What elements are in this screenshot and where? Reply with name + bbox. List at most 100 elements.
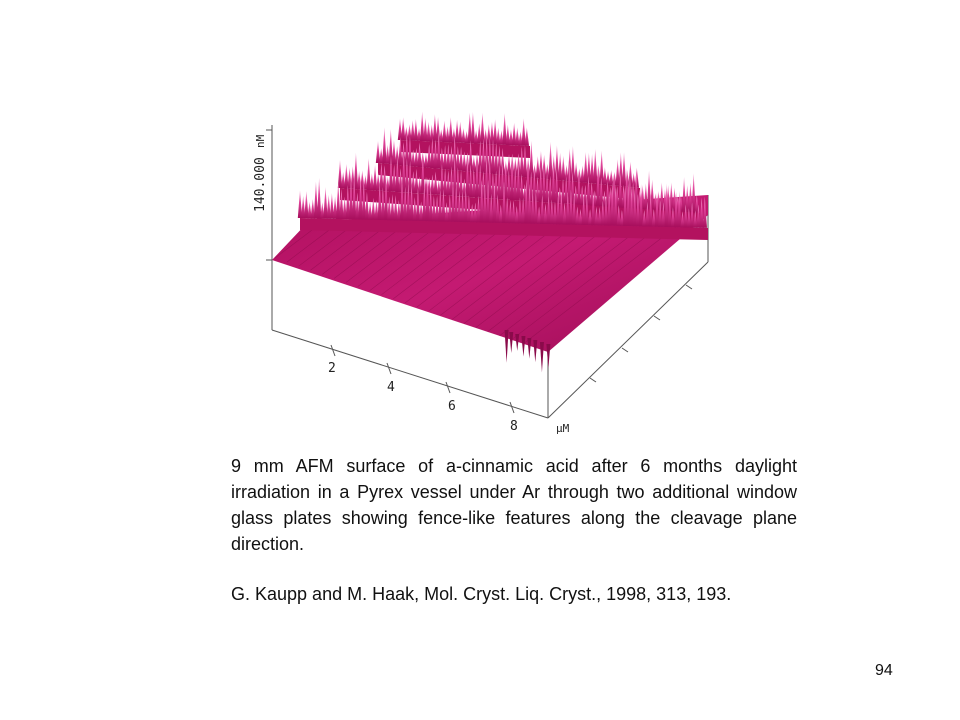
surface-spike — [439, 129, 444, 142]
surface-spike — [694, 195, 700, 213]
surface-spike — [609, 169, 614, 186]
surface-spike — [646, 170, 652, 210]
surface-spike — [442, 145, 448, 170]
surface-spike — [548, 141, 553, 180]
surface-spike — [323, 187, 328, 219]
surface-spike — [345, 185, 351, 220]
surface-spike — [436, 131, 441, 169]
surface-spike — [511, 122, 517, 146]
surface-spike — [664, 183, 669, 227]
surface-spike — [594, 206, 599, 226]
surface-spike — [635, 193, 641, 227]
surface-spike — [516, 153, 521, 177]
surface-spike — [448, 117, 453, 143]
surface-spike — [589, 153, 595, 184]
surface-spike — [642, 210, 647, 227]
surface-spike — [423, 153, 429, 168]
surface-spike — [554, 168, 559, 204]
surface-spike — [521, 118, 526, 146]
surface-spike — [519, 173, 524, 201]
surface-spike — [599, 150, 604, 185]
surface-spike — [406, 181, 411, 221]
surface-spike — [473, 129, 479, 144]
surface-spike — [546, 344, 551, 369]
surface-spike — [618, 172, 623, 208]
surface-spike — [366, 158, 371, 190]
surface-spike — [681, 176, 687, 212]
surface-spike — [691, 173, 696, 213]
surface-spike — [435, 116, 441, 142]
surface-spike — [412, 196, 417, 221]
surface-spike — [385, 144, 390, 164]
page-number: 94 — [875, 662, 893, 679]
reference-citation: G. Kaupp and M. Haak, Mol. Cryst. Liq. C… — [231, 584, 732, 604]
surface-spike — [399, 177, 405, 221]
surface-spike — [515, 334, 520, 351]
surface-spike — [364, 191, 370, 220]
surface-spike — [409, 184, 414, 221]
surface-spike — [532, 164, 537, 178]
surface-spike — [342, 196, 347, 220]
surface-spike — [458, 170, 464, 197]
surface-spike — [597, 207, 602, 226]
surface-spike — [535, 156, 540, 179]
surface-spike — [551, 164, 556, 203]
surface-spike — [380, 187, 386, 221]
surface-spike — [468, 164, 473, 198]
surface-spike — [602, 190, 607, 207]
surface-spike — [538, 150, 544, 179]
surface-spike — [527, 338, 532, 359]
surface-spike — [570, 171, 575, 205]
surface-spike — [411, 171, 416, 194]
surface-spike — [551, 155, 556, 180]
surface-spike — [458, 121, 463, 143]
surface-spike — [562, 202, 567, 225]
surface-spike — [474, 158, 480, 198]
surface-spike — [539, 342, 544, 373]
surface-spike — [661, 202, 666, 227]
surface-spike — [559, 192, 564, 225]
surface-spike — [632, 188, 637, 227]
surface-spike — [446, 144, 451, 170]
surface-spike — [503, 159, 508, 200]
surface-spike — [463, 188, 468, 223]
surface-spike — [414, 147, 419, 167]
surface-spike — [508, 200, 513, 224]
surface-spike — [543, 203, 548, 225]
surface-spike — [493, 170, 499, 199]
surface-spike — [339, 188, 344, 220]
surface-spike — [449, 166, 454, 196]
surface-spike — [509, 332, 514, 354]
surface-spike — [414, 168, 419, 194]
surface-spike — [417, 176, 422, 194]
surface-spike — [457, 190, 462, 222]
surface-spike — [560, 178, 566, 204]
surface-spike — [482, 184, 488, 223]
surface-spike — [358, 176, 363, 220]
surface-spike — [397, 118, 403, 140]
surface-spike — [549, 199, 555, 225]
surface-spike — [651, 209, 657, 227]
surface-spike — [385, 176, 390, 192]
surface-spike — [618, 152, 624, 187]
surface-spike — [524, 179, 529, 224]
surface-spike — [520, 197, 526, 224]
surface-spike — [605, 170, 611, 185]
x-tick-label: 4 — [387, 380, 395, 395]
surface-spike — [521, 336, 526, 357]
surface-spike — [545, 163, 550, 180]
surface-spike — [628, 161, 633, 188]
surface-spike — [702, 196, 708, 228]
surface-spike — [570, 146, 576, 182]
surface-spike — [657, 200, 663, 227]
surface-spike — [573, 162, 579, 182]
surface-spike — [469, 203, 475, 223]
surface-spike — [686, 208, 692, 228]
surface-spike — [340, 171, 346, 189]
surface-spike — [428, 187, 433, 222]
surface-spike — [538, 166, 543, 202]
z-axis-label: 140.000 — [253, 157, 268, 212]
surface-spike — [332, 196, 338, 219]
surface-spike — [587, 209, 593, 226]
surface-spike — [571, 194, 577, 225]
